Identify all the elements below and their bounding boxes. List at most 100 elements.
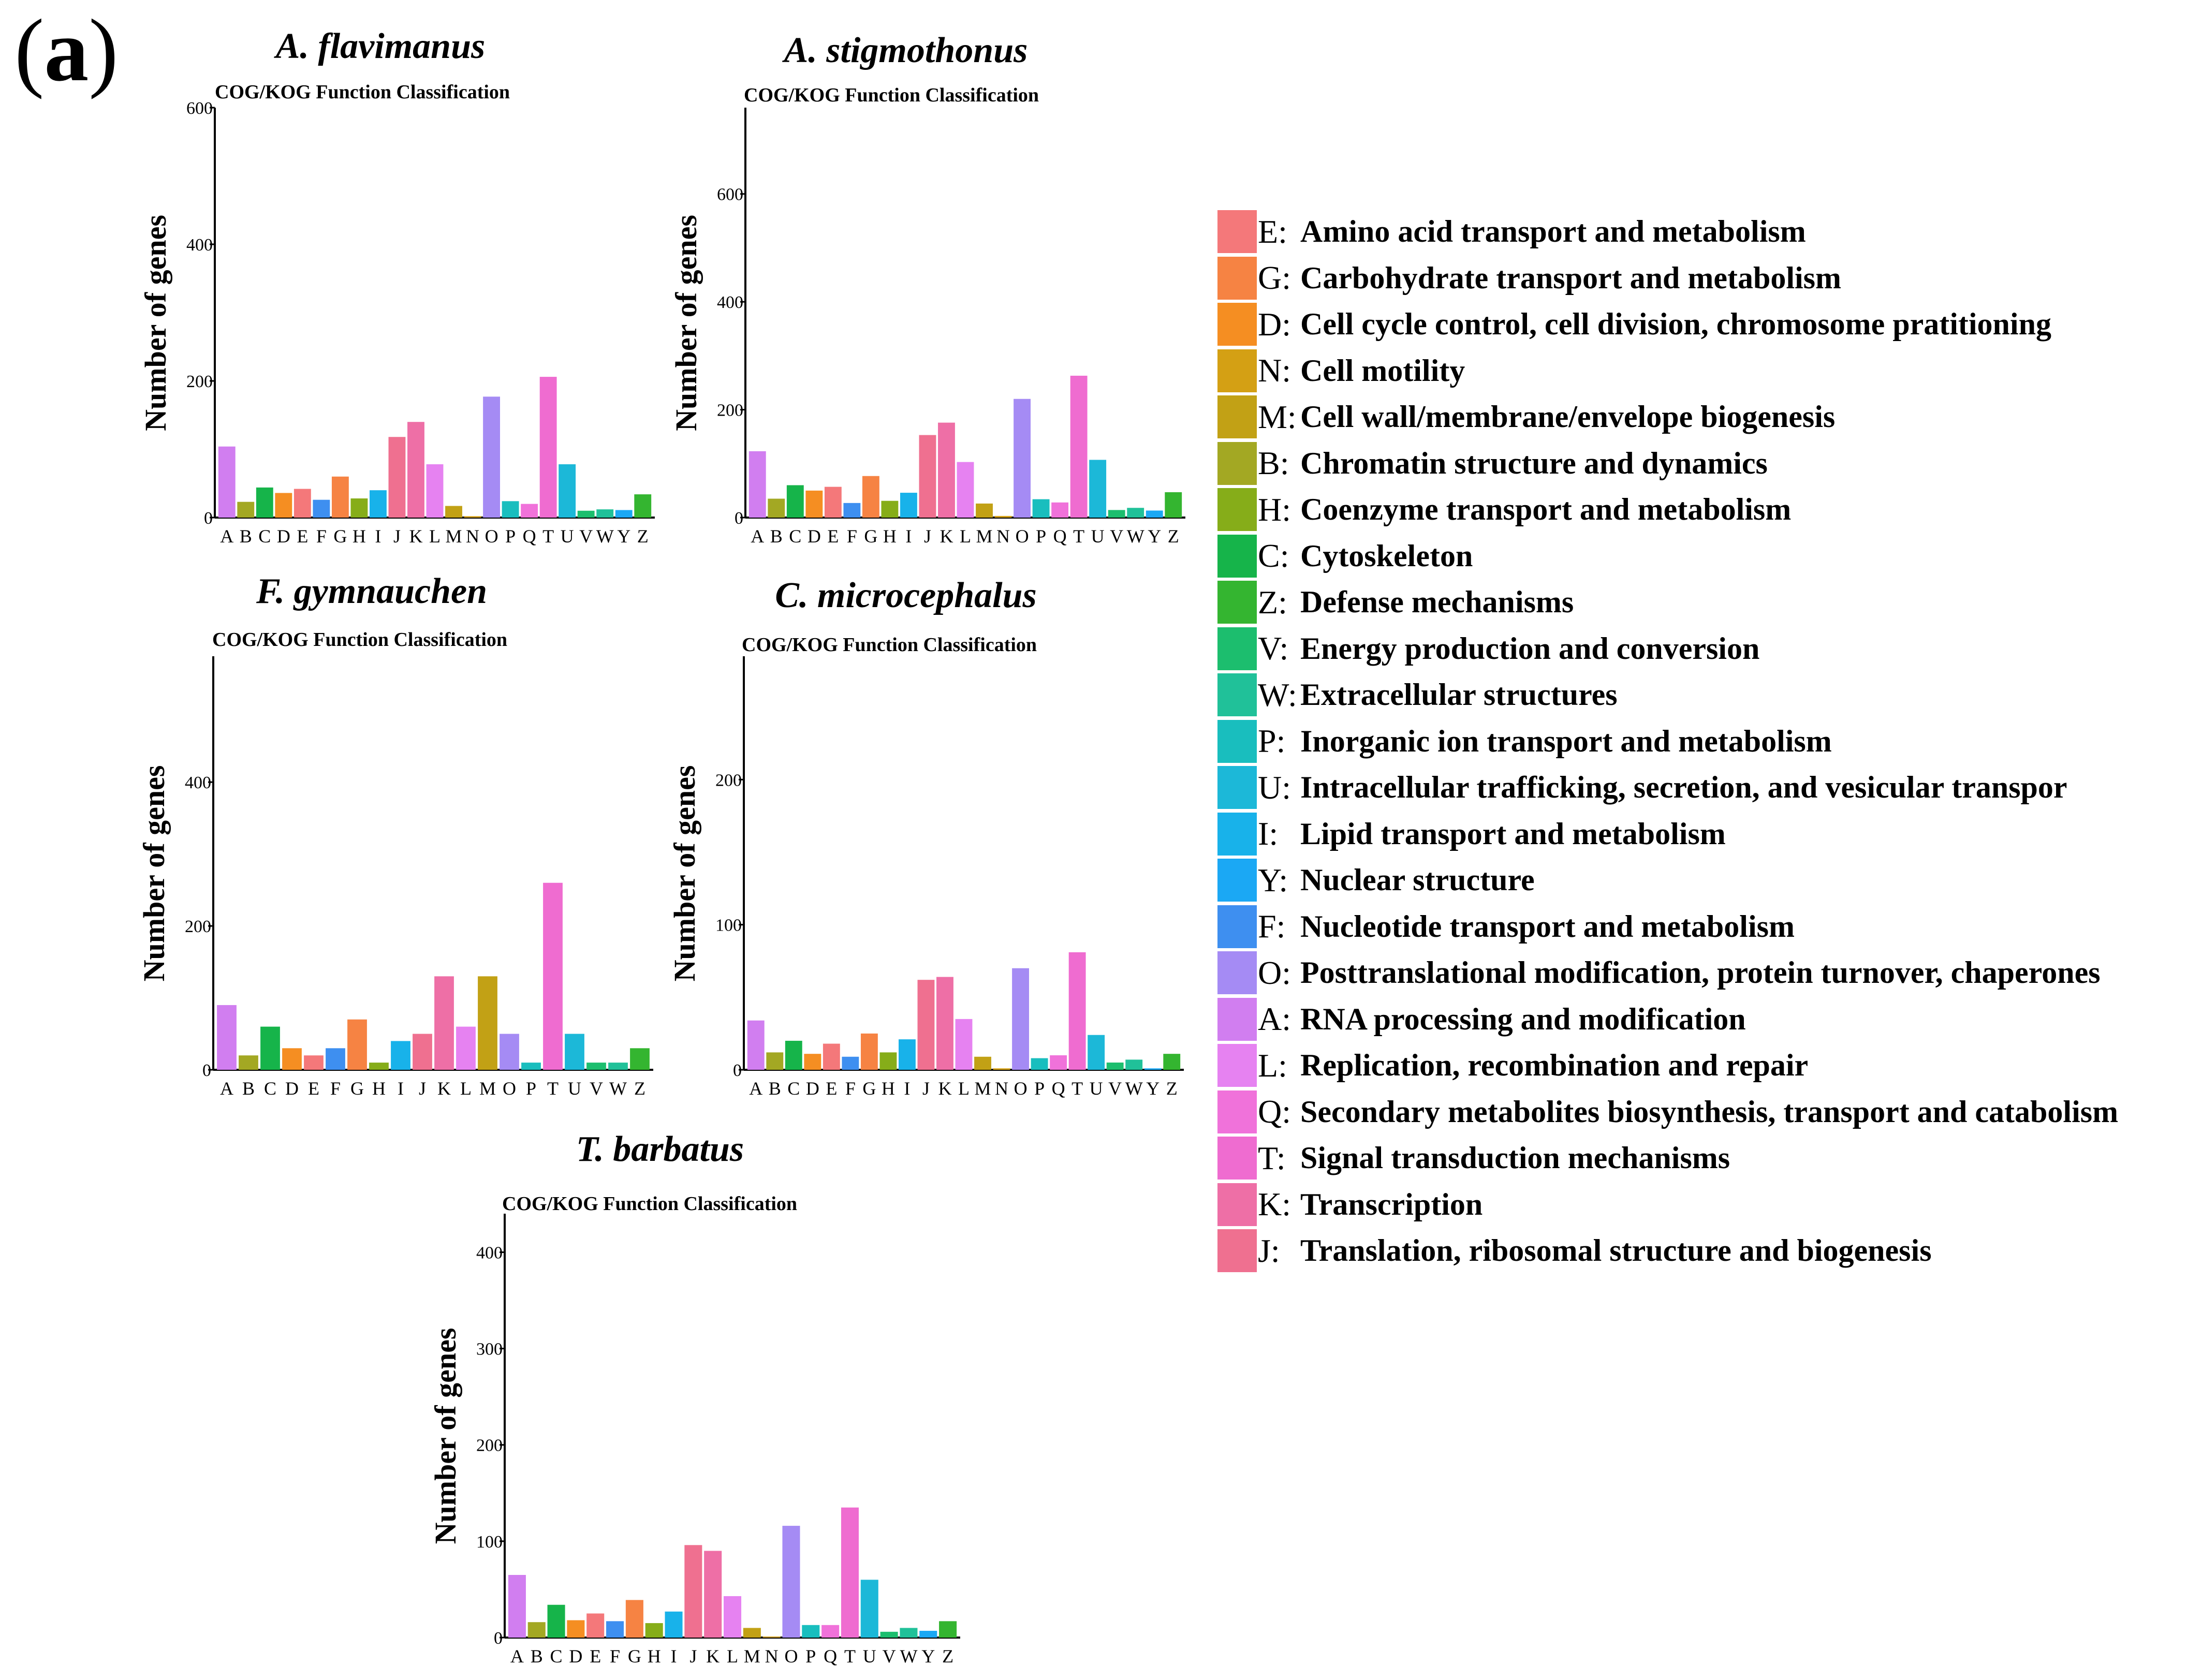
legend-swatch [1217,581,1257,624]
bar [407,422,424,518]
x-tick-label: M [744,1646,760,1667]
x-tick-label: F [316,526,327,547]
legend-swatch [1217,349,1257,392]
legend-code: D: [1258,305,1291,343]
bar [1088,1035,1105,1070]
x-tick-label: H [883,526,897,547]
species-title: A. flavimanus [274,26,486,66]
x-tick-label: G [333,526,347,547]
bar [565,1034,584,1070]
bar [1163,1054,1181,1070]
legend-label: Signal transduction mechanisms [1300,1141,1730,1175]
bar [615,510,633,518]
bar [684,1545,702,1638]
bar [862,476,879,518]
chart-panel: T. barbatus COG/KOG Function Classificati… [429,1129,960,1667]
legend-item: H: Coenzyme transport and metabolism [1217,487,2118,533]
panel-label-close: ) [89,2,119,100]
legend-swatch [1217,719,1257,763]
y-tick-label: 200 [715,771,742,790]
bar [304,1055,324,1070]
bar [1032,499,1050,518]
bar [260,1026,280,1070]
x-tick-label: U [568,1078,581,1099]
legend-item: N: Cell motility [1217,348,2118,394]
x-tick-label: A [749,1078,762,1099]
bar [645,1623,663,1638]
species-title: T. barbatus [576,1129,744,1169]
x-tick-label: O [485,526,498,547]
y-tick-label: 200 [476,1436,503,1455]
legend-item: Y: Nuclear structure [1217,857,2118,904]
x-tick-label: V [883,1646,896,1667]
bar [1051,502,1069,518]
bar [743,1628,761,1638]
chart-title: COG/KOG Function Classification [212,629,507,651]
x-tick-label: J [924,526,931,547]
x-tick-label: F [610,1646,620,1667]
legend-swatch [1217,1183,1257,1226]
legend-item: G: Carbohydrate transport and metabolism [1217,255,2118,302]
legend-label: Energy production and conversion [1300,631,1760,666]
x-tick-label: V [579,526,593,547]
x-tick-label: G [862,1078,876,1099]
x-tick-label: Q [824,1646,837,1667]
bar [586,1063,606,1070]
legend-code: B: [1258,445,1289,482]
bar [434,976,454,1070]
legend-item: Q: Secondary metabolites biosynthesis, tr… [1217,1089,2118,1136]
legend-code: F: [1258,908,1286,945]
x-tick-label: C [550,1646,563,1667]
bar [543,882,563,1070]
bar [1050,1055,1067,1070]
legend-swatch [1217,997,1257,1041]
x-tick-label: M [446,526,462,547]
legend-label: RNA processing and modification [1300,1001,1746,1036]
x-tick-label: Y [617,526,630,547]
x-tick-label: Z [942,1646,953,1667]
x-tick-label: M [479,1078,496,1099]
legend-code: H: [1258,491,1291,528]
bar [762,1637,781,1638]
x-tick-label: T [1073,526,1084,547]
y-tick-label: 100 [476,1532,503,1552]
bar [586,1613,605,1638]
x-tick-label: O [1014,1078,1028,1099]
bar [782,1526,800,1638]
legend: E: Amino acid transport and metabolism G:… [1217,209,2118,1274]
bar [1012,968,1029,1070]
x-tick-label: U [1090,1078,1103,1099]
x-tick-label: E [590,1646,601,1667]
bar [347,1019,367,1070]
chart-panel: A. stigmothonus COG/KOG Function Classifi… [669,31,1185,547]
x-tick-label: B [242,1078,255,1099]
x-tick-label: O [1016,526,1029,547]
bar [426,464,444,518]
x-tick-label: C [787,1078,800,1099]
bar [881,500,899,518]
x-tick-label: H [353,526,366,547]
bar [293,489,311,518]
legend-code: W: [1258,676,1297,713]
y-tick-label: 200 [185,917,211,936]
y-tick-label: 600 [717,185,743,204]
legend-swatch [1217,1137,1257,1180]
legend-label: Nucleotide transport and metabolism [1300,909,1795,944]
x-tick-label: V [1110,526,1123,547]
bar [527,1622,546,1638]
bar [993,1068,1010,1070]
x-tick-label: L [958,1078,970,1099]
x-tick-label: J [393,526,401,547]
bar [880,1631,898,1638]
legend-swatch [1217,256,1257,300]
legend-swatch [1217,395,1257,439]
bar [994,515,1012,518]
x-tick-label: I [905,526,912,547]
legend-item: V: Energy production and conversion [1217,626,2118,672]
bar [899,1039,916,1070]
y-tick-label: 400 [186,235,213,255]
x-tick-label: H [372,1078,386,1099]
bar [900,1628,918,1638]
x-tick-label: A [751,526,764,547]
x-tick-label: Q [1052,1078,1065,1099]
